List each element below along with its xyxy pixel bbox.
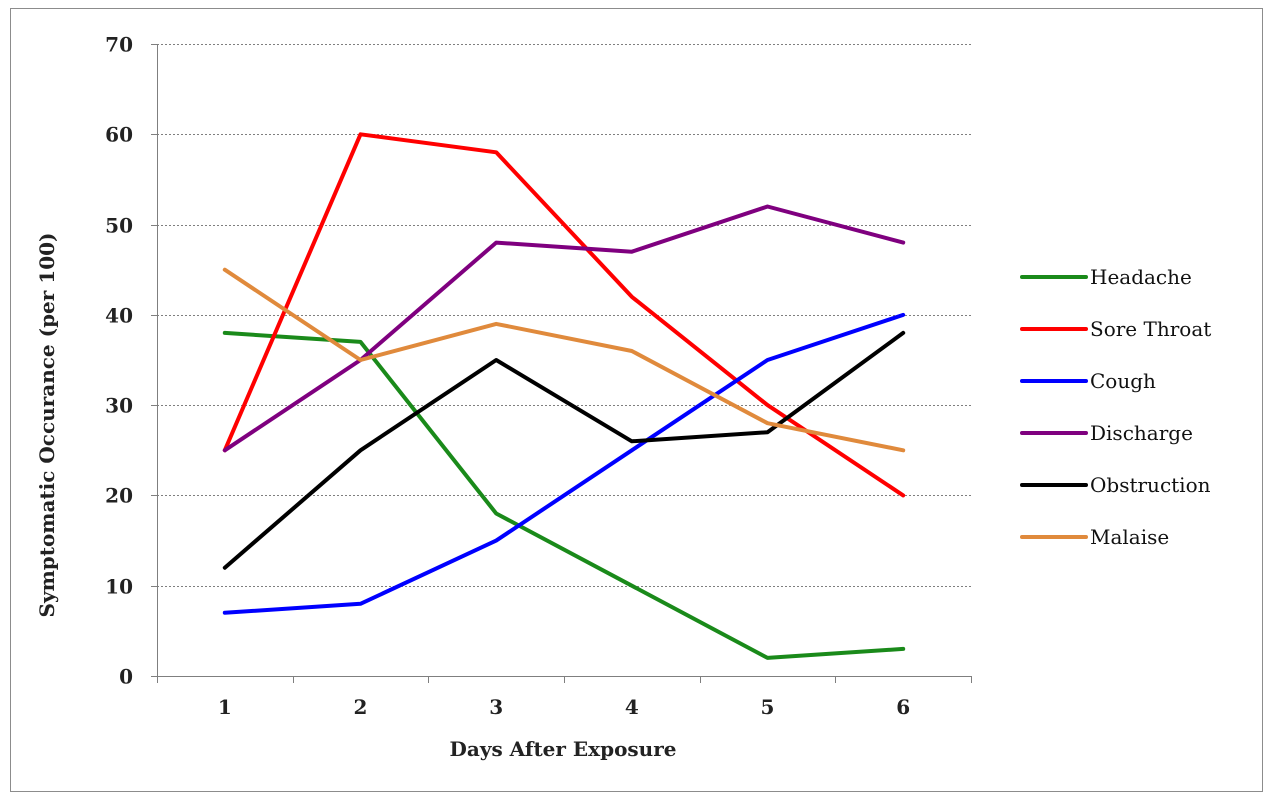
legend-label-malaise: Malaise — [1090, 525, 1169, 549]
series-line-sore-throat — [222, 132, 906, 498]
y-tick-label: 70 — [105, 33, 133, 57]
legend-label-cough: Cough — [1090, 369, 1156, 393]
y-axis-ticks: 0 10 20 30 40 50 60 70 — [105, 33, 157, 689]
legend: Headache Sore Throat Cough Discharge Obstruc… — [1020, 265, 1211, 549]
x-tick-label: 2 — [354, 695, 368, 719]
x-tick-label: 3 — [489, 695, 503, 719]
series-lines — [222, 132, 906, 660]
y-tick-label: 0 — [119, 665, 133, 689]
x-tick-label: 5 — [761, 695, 775, 719]
y-tick-label: 50 — [105, 214, 133, 238]
series-line-discharge — [222, 204, 906, 453]
y-tick-label: 30 — [105, 394, 133, 418]
legend-label-discharge: Discharge — [1090, 421, 1193, 445]
y-tick-label: 60 — [105, 123, 133, 147]
series-line-malaise — [222, 267, 906, 453]
y-tick-label: 20 — [105, 484, 133, 508]
x-axis-ticks: 1 2 3 4 5 6 — [157, 676, 972, 719]
y-axis-title: Symptomatic Occurance (per 100) — [35, 233, 59, 618]
x-tick-label: 4 — [625, 695, 639, 719]
legend-label-sore-throat: Sore Throat — [1090, 317, 1211, 341]
series-line-headache — [222, 330, 906, 660]
legend-label-obstruction: Obstruction — [1090, 473, 1211, 497]
x-axis-title: Days After Exposure — [450, 737, 677, 761]
chart-border — [10, 8, 1263, 792]
y-tick-label: 40 — [105, 304, 133, 328]
legend-label-headache: Headache — [1090, 265, 1192, 289]
y-tick-label: 10 — [105, 575, 133, 599]
x-tick-label: 6 — [896, 695, 910, 719]
series-line-obstruction — [222, 330, 906, 570]
x-tick-label: 1 — [218, 695, 232, 719]
series-line-cough — [222, 312, 906, 615]
